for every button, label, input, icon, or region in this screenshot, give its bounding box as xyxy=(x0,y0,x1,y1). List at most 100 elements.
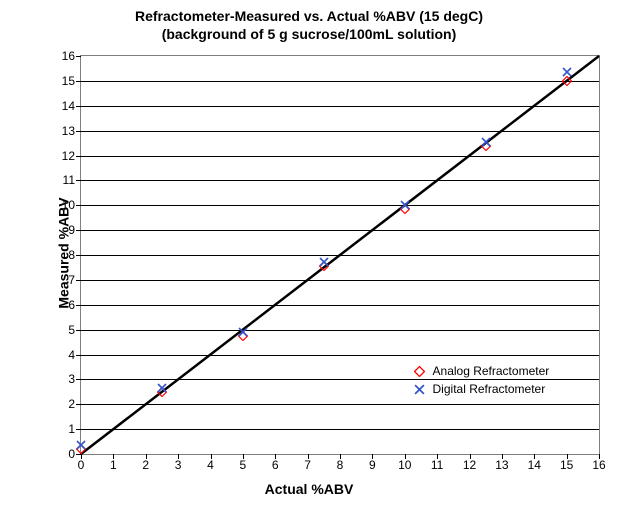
y-tick-mark xyxy=(76,379,81,380)
legend-label: Analog Refractometer xyxy=(433,364,550,378)
x-tick-label: 2 xyxy=(142,458,149,472)
x-tick-label: 14 xyxy=(528,458,541,472)
x-tick-label: 10 xyxy=(398,458,411,472)
y-tick-label: 3 xyxy=(68,372,75,386)
legend-entry: Digital Refractometer xyxy=(413,380,550,398)
gridline-h xyxy=(81,180,599,181)
x-tick-mark xyxy=(275,454,276,459)
x-tick-mark xyxy=(437,454,438,459)
y-tick-label: 11 xyxy=(63,173,75,187)
x-tick-mark xyxy=(405,454,406,459)
y-tick-label: 10 xyxy=(62,198,75,212)
x-tick-label: 0 xyxy=(78,458,85,472)
data-point xyxy=(481,137,491,147)
y-tick-label: 14 xyxy=(62,99,75,113)
gridline-h xyxy=(81,131,599,132)
x-tick-mark xyxy=(178,454,179,459)
x-tick-label: 5 xyxy=(240,458,247,472)
x-tick-label: 12 xyxy=(463,458,476,472)
x-tick-mark xyxy=(599,454,600,459)
x-tick-label: 1 xyxy=(110,458,117,472)
y-tick-label: 2 xyxy=(68,397,75,411)
x-tick-mark xyxy=(340,454,341,459)
data-point xyxy=(238,331,248,341)
x-tick-mark xyxy=(470,454,471,459)
gridline-h xyxy=(81,156,599,157)
x-tick-mark xyxy=(243,454,244,459)
gridline-h xyxy=(81,404,599,405)
data-point xyxy=(319,261,329,271)
x-tick-label: 6 xyxy=(272,458,279,472)
y-tick-mark xyxy=(76,156,81,157)
x-tick-mark xyxy=(81,454,82,459)
y-tick-label: 0 xyxy=(68,447,75,461)
x-tick-label: 8 xyxy=(337,458,344,472)
y-tick-label: 8 xyxy=(68,248,75,262)
legend: Analog Refractometer Digital Refractomete… xyxy=(413,362,550,398)
gridline-h xyxy=(81,280,599,281)
x-tick-mark xyxy=(308,454,309,459)
data-point xyxy=(76,444,86,454)
x-tick-label: 15 xyxy=(560,458,573,472)
gridline-h xyxy=(81,106,599,107)
gridline-h xyxy=(81,355,599,356)
legend-label: Digital Refractometer xyxy=(433,382,546,396)
y-tick-mark xyxy=(76,255,81,256)
gridline-h xyxy=(81,81,599,82)
x-tick-mark xyxy=(534,454,535,459)
x-tick-label: 13 xyxy=(495,458,508,472)
x-tick-label: 16 xyxy=(592,458,605,472)
x-tick-label: 3 xyxy=(175,458,182,472)
y-tick-label: 4 xyxy=(68,348,75,362)
chart-container: Refractometer-Measured vs. Actual %ABV (… xyxy=(0,0,618,505)
y-tick-mark xyxy=(76,404,81,405)
y-tick-mark xyxy=(76,280,81,281)
y-tick-mark xyxy=(76,106,81,107)
y-tick-mark xyxy=(76,355,81,356)
y-tick-label: 6 xyxy=(68,298,75,312)
x-tick-mark xyxy=(146,454,147,459)
x-marker-icon xyxy=(413,382,427,396)
y-tick-label: 13 xyxy=(62,124,75,138)
gridline-h xyxy=(81,330,599,331)
y-tick-mark xyxy=(76,330,81,331)
gridline-h xyxy=(81,255,599,256)
x-tick-label: 4 xyxy=(207,458,214,472)
legend-entry: Analog Refractometer xyxy=(413,362,550,380)
x-tick-label: 9 xyxy=(369,458,376,472)
x-tick-mark xyxy=(372,454,373,459)
x-tick-label: 11 xyxy=(431,458,443,472)
y-tick-mark xyxy=(76,429,81,430)
y-tick-label: 9 xyxy=(68,223,75,237)
x-axis-label: Actual %ABV xyxy=(0,481,618,497)
x-tick-mark xyxy=(113,454,114,459)
y-tick-label: 5 xyxy=(68,323,75,337)
x-tick-mark xyxy=(211,454,212,459)
gridline-h xyxy=(81,429,599,430)
gridline-h xyxy=(81,305,599,306)
data-point xyxy=(562,67,572,77)
data-point xyxy=(76,440,86,450)
chart-title: Refractometer-Measured vs. Actual %ABV (… xyxy=(0,8,618,43)
y-tick-mark xyxy=(76,81,81,82)
gridline-h xyxy=(81,230,599,231)
data-point xyxy=(157,383,167,393)
y-tick-mark xyxy=(76,305,81,306)
diamond-marker-icon xyxy=(413,364,427,378)
plot-area: 0123456789101112131415160123456789101112… xyxy=(80,55,600,455)
y-tick-mark xyxy=(76,56,81,57)
x-tick-label: 7 xyxy=(304,458,311,472)
y-tick-mark xyxy=(76,230,81,231)
y-tick-label: 12 xyxy=(62,149,75,163)
x-tick-mark xyxy=(567,454,568,459)
y-tick-label: 7 xyxy=(68,273,75,287)
y-tick-mark xyxy=(76,180,81,181)
chart-title-line2: (background of 5 g sucrose/100mL solutio… xyxy=(162,26,457,42)
data-point xyxy=(157,387,167,397)
gridline-h xyxy=(81,205,599,206)
data-point xyxy=(481,141,491,151)
y-tick-label: 15 xyxy=(62,74,75,88)
y-tick-label: 1 xyxy=(68,422,75,436)
y-tick-label: 16 xyxy=(62,49,75,63)
y-tick-mark xyxy=(76,131,81,132)
